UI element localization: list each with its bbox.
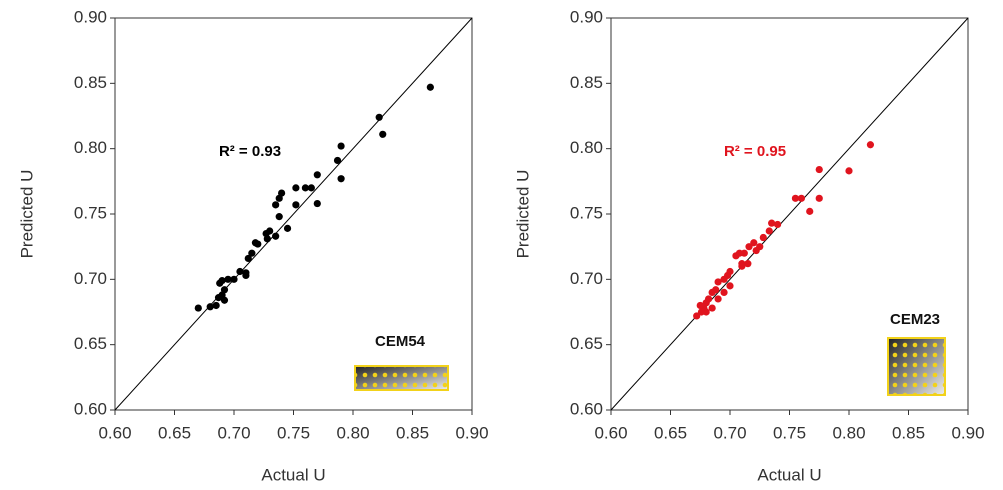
y-tick-label: 0.70 (74, 269, 107, 288)
y-tick-label: 0.90 (570, 7, 603, 26)
point (379, 130, 387, 138)
point (815, 194, 823, 202)
point (759, 233, 767, 242)
point (696, 301, 704, 310)
x-axis-label: Actual U (261, 465, 325, 484)
identity-line (114, 17, 473, 411)
point (845, 167, 853, 175)
point (375, 113, 383, 121)
point (248, 249, 256, 257)
point (212, 301, 220, 310)
point (333, 156, 342, 165)
cem54-image (354, 365, 449, 391)
identity-line (610, 17, 969, 411)
point (738, 260, 746, 268)
point (244, 254, 252, 263)
r-squared-label: R² = 0.95 (724, 143, 786, 160)
point (768, 219, 776, 227)
point (283, 224, 292, 232)
x-tick-label: 0.85 (892, 423, 925, 442)
x-tick-label: 0.65 (158, 423, 191, 442)
point (866, 141, 875, 149)
point (337, 175, 345, 183)
y-axis-label: Predicted U (513, 170, 532, 259)
point (272, 232, 280, 240)
point (224, 275, 232, 283)
y-tick-label: 0.85 (74, 73, 107, 92)
point (216, 279, 224, 287)
point (714, 278, 722, 286)
structure-label: CEM23 (890, 311, 940, 328)
point (708, 304, 716, 312)
point (214, 294, 223, 302)
point (236, 267, 244, 276)
x-tick-label: 0.70 (217, 423, 250, 442)
point (275, 194, 283, 202)
y-tick-label: 0.70 (570, 269, 603, 288)
point (735, 249, 744, 257)
y-tick-label: 0.75 (570, 203, 603, 222)
point (756, 243, 764, 251)
point (313, 171, 321, 179)
point (702, 308, 710, 316)
point (263, 235, 271, 243)
y-tick-label: 0.60 (74, 399, 107, 418)
x-axis-label: Actual U (757, 465, 821, 484)
x-tick-label: 0.70 (713, 423, 746, 442)
x-tick-label: 0.60 (594, 423, 627, 442)
point (806, 207, 814, 215)
point (765, 227, 773, 235)
point (791, 194, 800, 202)
point (708, 288, 716, 296)
y-tick-label: 0.80 (570, 138, 603, 157)
y-tick-label: 0.60 (570, 399, 603, 418)
point (720, 275, 728, 283)
point (313, 199, 321, 208)
point (242, 271, 250, 280)
y-tick-label: 0.65 (570, 334, 603, 353)
x-tick-label: 0.65 (654, 423, 687, 442)
point (745, 243, 753, 251)
point (720, 288, 728, 296)
x-tick-label: 0.60 (98, 423, 131, 442)
y-tick-label: 0.65 (74, 334, 107, 353)
x-tick-label: 0.75 (773, 423, 806, 442)
point (206, 303, 214, 311)
point (426, 83, 434, 91)
point (272, 201, 280, 209)
point (337, 142, 345, 150)
point (230, 275, 238, 283)
point (292, 201, 300, 209)
point (750, 239, 758, 247)
point (275, 213, 283, 221)
point (714, 295, 722, 303)
cem23-image (887, 337, 946, 396)
y-axis-label: Predicted U (17, 170, 36, 259)
point (194, 304, 202, 312)
structure-label: CEM54 (375, 333, 426, 350)
y-tick-label: 0.80 (74, 138, 107, 157)
y-tick-label: 0.75 (74, 203, 107, 222)
point (693, 312, 701, 320)
point (307, 184, 315, 192)
point (797, 194, 806, 202)
r-squared-label: R² = 0.93 (219, 143, 281, 160)
y-tick-label: 0.85 (570, 73, 603, 92)
x-tick-label: 0.85 (396, 423, 429, 442)
x-tick-label: 0.80 (832, 423, 865, 442)
x-tick-label: 0.80 (336, 423, 369, 442)
point (220, 296, 229, 304)
point (726, 282, 734, 290)
point (292, 184, 300, 192)
point (301, 184, 309, 192)
point (254, 240, 262, 248)
point (815, 165, 823, 174)
x-tick-label: 0.90 (455, 423, 488, 442)
point (774, 220, 782, 229)
x-tick-label: 0.90 (951, 423, 984, 442)
y-tick-label: 0.90 (74, 7, 107, 26)
point (744, 260, 752, 268)
x-tick-label: 0.75 (277, 423, 310, 442)
